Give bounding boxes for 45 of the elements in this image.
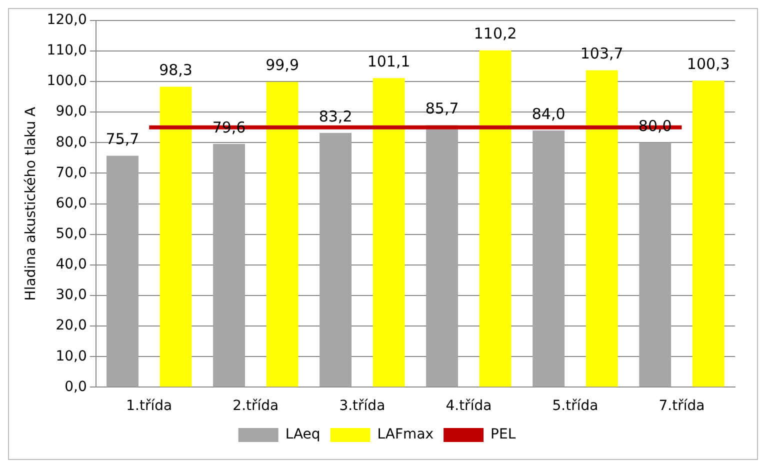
bar — [213, 144, 246, 387]
y-tick-label: 20,0 — [56, 318, 87, 334]
y-tick-label: 100,0 — [46, 73, 87, 90]
legend-label: LAeq — [285, 426, 320, 443]
bar — [266, 82, 298, 387]
legend-label: LAFmax — [377, 426, 434, 443]
data-label: 100,3 — [686, 55, 730, 74]
y-axis-title: Hladina akustického tlaku A — [23, 106, 40, 301]
x-tick-label: 1.třída — [126, 398, 172, 414]
data-label: 98,3 — [159, 61, 192, 80]
y-tick-label: 50,0 — [56, 226, 87, 242]
bar — [106, 156, 138, 387]
data-label: 110,2 — [474, 24, 517, 43]
y-tick-label: 0,0 — [64, 378, 87, 395]
y-tick-label: 60,0 — [56, 195, 87, 212]
data-label: 85,7 — [425, 100, 459, 118]
bar — [586, 70, 618, 387]
bar — [320, 132, 352, 387]
y-tick-label: 70,0 — [56, 164, 87, 181]
y-tick-label: 10,0 — [56, 348, 87, 364]
x-tick-label: 4.třída — [446, 398, 492, 414]
y-tick-label: 120,0 — [46, 12, 87, 28]
bar — [532, 130, 565, 387]
y-tick-label: 30,0 — [56, 287, 87, 304]
bar — [692, 80, 724, 387]
data-label: 103,7 — [580, 44, 624, 63]
x-tick-label: 3.třída — [339, 398, 386, 414]
data-label: 99,9 — [266, 56, 299, 74]
data-label: 75,7 — [106, 130, 140, 148]
x-tick-label: 7.třída — [658, 398, 705, 414]
bar — [372, 78, 405, 387]
data-label: 84,0 — [532, 104, 566, 123]
x-tick-label: 2.třída — [232, 398, 279, 414]
data-label: 83,2 — [318, 107, 352, 126]
y-tick-label: 80,0 — [56, 134, 87, 150]
y-tick-label: 110,0 — [46, 42, 87, 59]
bar — [426, 125, 458, 387]
data-label: 101,1 — [367, 52, 410, 71]
legend-label: PEL — [490, 426, 516, 443]
y-tick-label: 40,0 — [56, 256, 87, 273]
y-tick-label: 90,0 — [56, 104, 87, 120]
x-tick-label: 5.třída — [552, 398, 598, 414]
bar — [639, 142, 672, 387]
bar — [479, 50, 512, 387]
bar — [160, 86, 192, 387]
